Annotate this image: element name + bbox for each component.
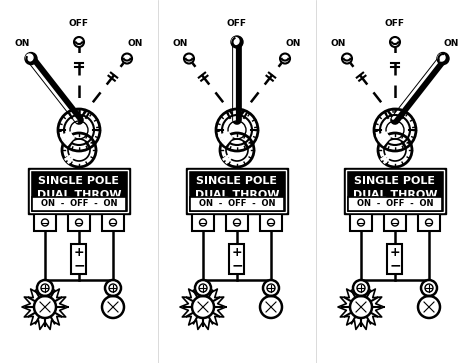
Text: ON: ON: [444, 38, 459, 48]
Text: ON: ON: [15, 38, 30, 48]
FancyBboxPatch shape: [72, 244, 86, 274]
Text: +: +: [232, 246, 242, 260]
FancyBboxPatch shape: [28, 168, 130, 214]
Circle shape: [390, 37, 400, 47]
Circle shape: [200, 219, 207, 226]
Text: DUAL THROW: DUAL THROW: [353, 190, 437, 200]
Circle shape: [216, 109, 258, 151]
Circle shape: [220, 133, 254, 167]
Text: ON: ON: [331, 38, 346, 48]
Text: ON: ON: [128, 38, 143, 48]
FancyBboxPatch shape: [229, 244, 245, 274]
FancyBboxPatch shape: [102, 214, 124, 231]
Circle shape: [378, 133, 412, 167]
Circle shape: [195, 280, 211, 296]
Text: −: −: [231, 258, 243, 272]
Text: ON  -  OFF  -  ON: ON - OFF - ON: [41, 200, 117, 208]
Text: +: +: [390, 246, 401, 260]
Circle shape: [437, 53, 449, 65]
Circle shape: [102, 296, 124, 318]
Circle shape: [109, 219, 117, 226]
Text: OFF: OFF: [385, 19, 405, 28]
Text: SINGLE POLE: SINGLE POLE: [355, 176, 436, 186]
Circle shape: [234, 219, 240, 226]
Text: ON  -  OFF  -  ON: ON - OFF - ON: [199, 200, 275, 208]
Circle shape: [192, 296, 214, 318]
Circle shape: [75, 219, 82, 226]
Circle shape: [374, 109, 416, 151]
Circle shape: [353, 280, 369, 296]
Circle shape: [58, 109, 100, 151]
FancyBboxPatch shape: [68, 214, 90, 231]
FancyBboxPatch shape: [186, 168, 288, 214]
Text: OFF: OFF: [69, 19, 89, 28]
Circle shape: [74, 37, 84, 47]
FancyBboxPatch shape: [350, 214, 372, 231]
Circle shape: [260, 296, 282, 318]
Text: SINGLE POLE: SINGLE POLE: [197, 176, 277, 186]
Circle shape: [37, 280, 53, 296]
Circle shape: [421, 280, 437, 296]
Text: ON: ON: [173, 38, 188, 48]
Text: +: +: [73, 246, 84, 260]
Text: −: −: [389, 258, 401, 272]
FancyBboxPatch shape: [348, 197, 442, 211]
Circle shape: [280, 53, 290, 64]
Circle shape: [34, 296, 56, 318]
Circle shape: [350, 296, 372, 318]
Circle shape: [418, 296, 440, 318]
Circle shape: [231, 36, 243, 48]
Text: DUAL THROW: DUAL THROW: [37, 190, 121, 200]
FancyBboxPatch shape: [384, 214, 406, 231]
FancyBboxPatch shape: [192, 214, 214, 231]
FancyBboxPatch shape: [388, 244, 402, 274]
Text: ON: ON: [286, 38, 301, 48]
Circle shape: [232, 37, 239, 45]
Text: SINGLE POLE: SINGLE POLE: [38, 176, 119, 186]
Circle shape: [342, 53, 352, 64]
FancyBboxPatch shape: [34, 214, 56, 231]
Circle shape: [26, 54, 33, 61]
Text: −: −: [73, 258, 85, 272]
FancyBboxPatch shape: [32, 197, 126, 211]
FancyBboxPatch shape: [344, 168, 446, 214]
Circle shape: [184, 53, 194, 64]
FancyBboxPatch shape: [418, 214, 440, 231]
Circle shape: [267, 219, 274, 226]
Circle shape: [62, 133, 96, 167]
Text: ON  -  OFF  -  ON: ON - OFF - ON: [357, 200, 433, 208]
Circle shape: [42, 219, 48, 226]
Circle shape: [122, 53, 132, 64]
Circle shape: [426, 219, 432, 226]
Circle shape: [263, 280, 279, 296]
Text: OFF: OFF: [227, 19, 247, 28]
Text: DUAL THROW: DUAL THROW: [195, 190, 279, 200]
Circle shape: [25, 53, 37, 65]
FancyBboxPatch shape: [226, 214, 248, 231]
Circle shape: [105, 280, 121, 296]
Circle shape: [392, 219, 399, 226]
Circle shape: [357, 219, 365, 226]
FancyBboxPatch shape: [260, 214, 282, 231]
Circle shape: [438, 54, 445, 61]
FancyBboxPatch shape: [190, 197, 284, 211]
